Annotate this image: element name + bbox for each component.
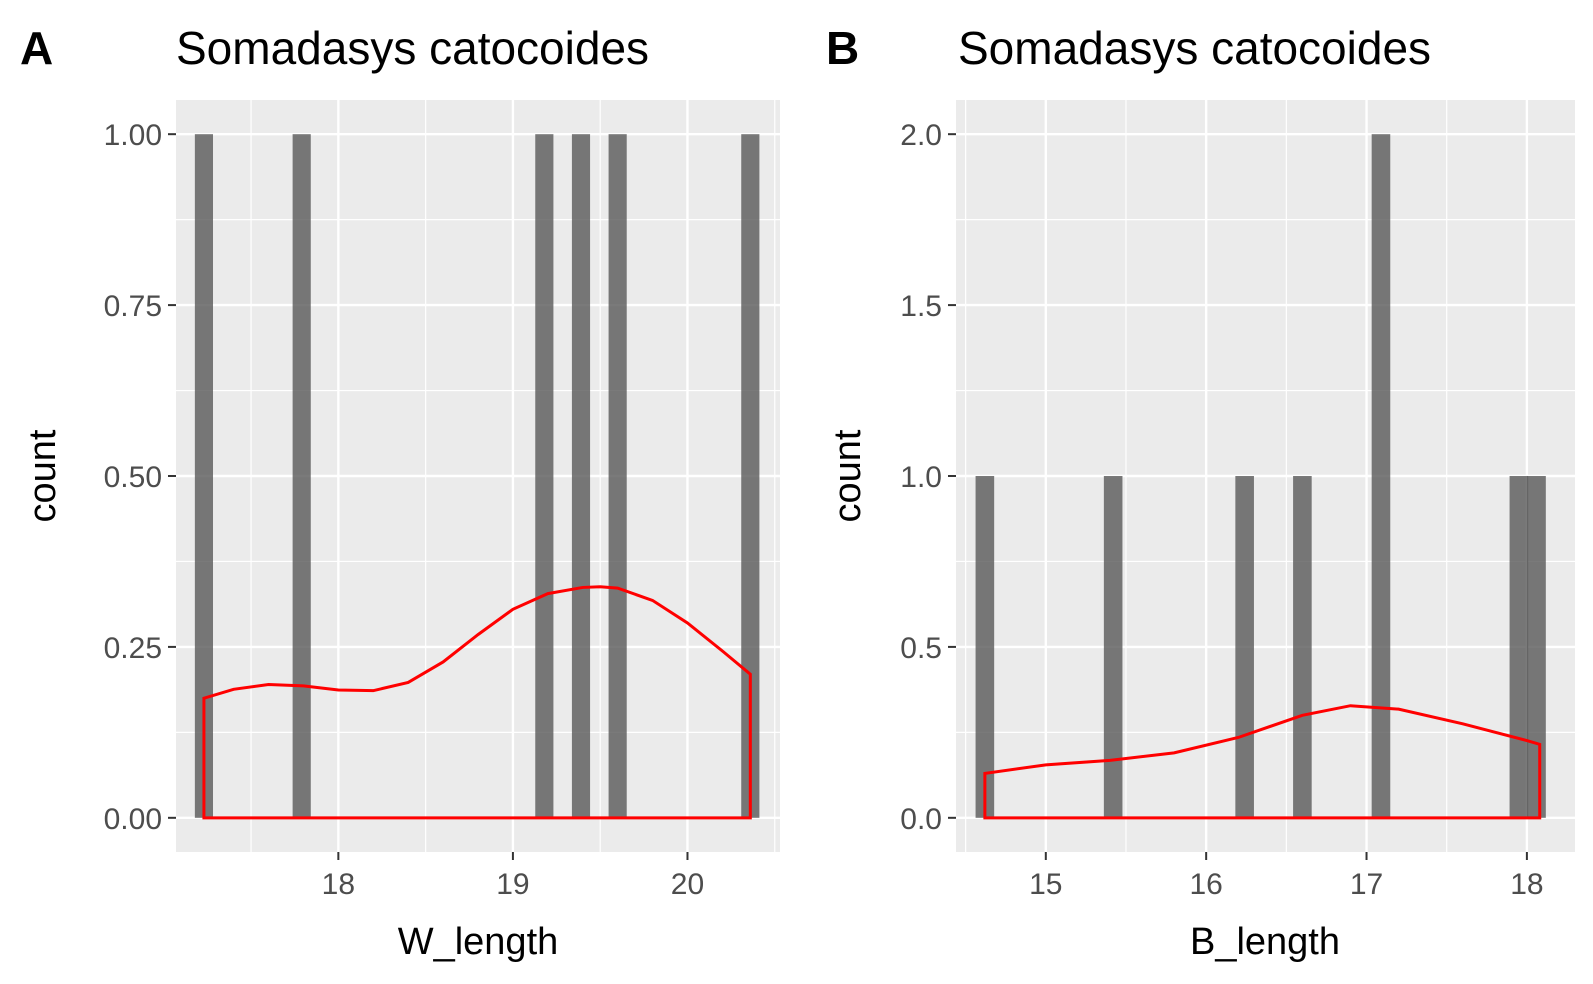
panel-letter: B	[826, 22, 859, 74]
y-tick-label: 0.0	[900, 803, 942, 836]
y-tick-label: 1.00	[104, 119, 162, 152]
x-tick-label: 18	[1510, 868, 1543, 901]
panel-a: A Somadasys catocoides 0.00 0.25 0.50 0.75 1…	[20, 22, 780, 963]
y-axis-title: count	[22, 429, 64, 522]
y-tick-label: 1.0	[900, 461, 942, 494]
histogram-bar	[1371, 134, 1391, 818]
x-tick-label: 17	[1350, 868, 1383, 901]
density-curve	[202, 585, 752, 820]
y-axis: 0.00 0.25 0.50 0.75 1.00	[104, 119, 176, 836]
histogram-bar	[741, 134, 760, 818]
y-tick-label: 0.5	[900, 632, 942, 665]
histogram-bar	[608, 134, 627, 818]
y-axis: 0.0 0.5 1.0 1.5 2.0	[900, 119, 956, 836]
x-axis-title: B_length	[1190, 921, 1340, 963]
y-tick-label: 0.25	[104, 632, 162, 665]
x-tick-label: 15	[1029, 868, 1062, 901]
histogram-bar	[535, 134, 554, 818]
panel-letter: A	[20, 22, 53, 74]
x-axis-title: W_length	[398, 921, 559, 963]
bars	[194, 134, 760, 818]
histogram-bar	[1527, 476, 1546, 818]
y-tick-label: 0.50	[104, 461, 162, 494]
density-curve	[983, 704, 1542, 820]
y-axis-title: count	[827, 429, 869, 522]
x-axis: 15 16 17 18	[1029, 852, 1544, 901]
histogram-bar	[1235, 476, 1254, 818]
x-tick-label: 18	[322, 868, 355, 901]
x-tick-label: 20	[671, 868, 704, 901]
y-tick-label: 2.0	[900, 119, 942, 152]
bars	[975, 134, 1546, 818]
histogram-bar	[1103, 476, 1123, 818]
x-axis: 18 19 20	[322, 852, 704, 901]
histogram-bar	[194, 134, 214, 818]
histogram-bar	[1293, 476, 1312, 818]
x-tick-label: 19	[496, 868, 529, 901]
y-tick-label: 0.75	[104, 290, 162, 323]
x-tick-label: 16	[1189, 868, 1222, 901]
histogram-bar	[292, 134, 311, 818]
histogram-bar	[571, 134, 591, 818]
histogram-bar	[975, 476, 995, 818]
y-tick-label: 1.5	[900, 290, 942, 323]
chart-title: Somadasys catocoides	[958, 22, 1431, 74]
y-tick-label: 0.00	[104, 803, 162, 836]
panel-b: B Somadasys catocoides 0.0 0.5 1.0 1.5 2.0 1…	[826, 22, 1575, 963]
chart-title: Somadasys catocoides	[176, 22, 649, 74]
histogram-bar	[1509, 476, 1529, 818]
